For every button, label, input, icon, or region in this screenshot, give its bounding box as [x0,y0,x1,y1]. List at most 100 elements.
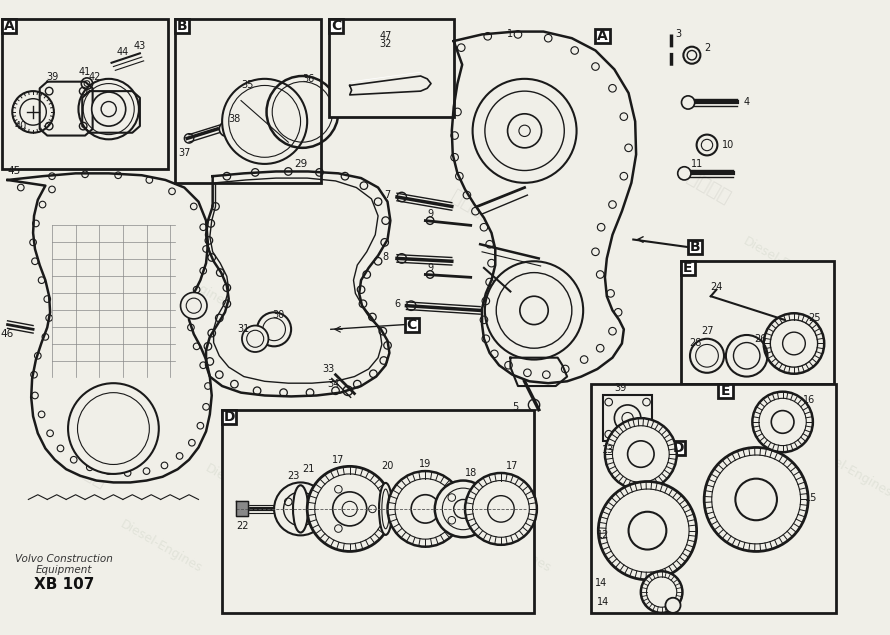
Text: 23: 23 [287,471,299,481]
Text: 27: 27 [700,326,713,336]
Text: 11: 11 [692,159,704,169]
Text: 39: 39 [614,383,627,393]
Text: Diesel-Engines: Diesel-Engines [807,443,890,500]
Circle shape [333,492,367,526]
Text: 紫发动力: 紫发动力 [542,328,592,368]
Polygon shape [40,82,93,135]
Text: 1: 1 [507,29,514,39]
Text: 39: 39 [46,72,58,82]
Text: C: C [407,318,417,332]
Text: C: C [331,20,341,34]
Circle shape [614,405,641,431]
Circle shape [488,496,514,522]
Text: 紫发动力: 紫发动力 [60,451,110,491]
Ellipse shape [293,485,308,533]
Text: Diesel-Engines: Diesel-Engines [117,518,204,575]
Text: E: E [683,262,692,276]
Text: 25: 25 [808,313,821,323]
Text: 9: 9 [427,209,433,219]
Bar [174,19,189,34]
Text: 16: 16 [803,395,815,405]
Circle shape [677,167,691,180]
Text: 13: 13 [602,445,614,455]
Text: 38: 38 [228,114,240,124]
Circle shape [682,96,695,109]
Circle shape [454,500,473,518]
Bar [222,410,534,613]
Circle shape [666,598,681,613]
Text: 20: 20 [381,462,393,471]
Circle shape [257,312,291,346]
Text: 41: 41 [79,67,91,77]
Text: 29: 29 [294,159,307,169]
Circle shape [387,471,463,547]
Bar [671,441,685,455]
Text: 28: 28 [690,338,702,349]
Bar [681,261,834,384]
Circle shape [704,448,808,551]
Text: 34: 34 [328,379,340,389]
Circle shape [222,79,307,164]
Circle shape [68,383,158,474]
Bar [595,29,610,43]
Text: 7: 7 [384,190,391,200]
Text: 19: 19 [419,458,432,469]
Circle shape [605,418,676,490]
Polygon shape [7,173,212,483]
Text: 10: 10 [722,140,734,150]
Circle shape [726,335,767,377]
Bar [688,239,702,254]
Circle shape [752,392,813,452]
Bar [405,318,418,332]
Bar [718,384,732,398]
Text: 43: 43 [134,41,146,51]
Text: 26: 26 [755,334,767,344]
Text: B: B [690,239,700,253]
Text: 2: 2 [704,43,710,53]
Circle shape [598,481,697,580]
Text: Diesel-Engines: Diesel-Engines [363,424,449,481]
Circle shape [697,135,717,156]
Text: 44: 44 [117,48,129,57]
Circle shape [735,479,777,520]
Text: D: D [223,410,235,424]
Circle shape [435,481,491,537]
Text: B: B [176,20,187,34]
Bar [2,19,168,169]
Circle shape [181,293,207,319]
Text: 31: 31 [238,324,250,334]
Text: 5: 5 [512,402,518,412]
Text: Diesel-Engines: Diesel-Engines [202,461,289,519]
Text: 12: 12 [597,530,610,540]
Text: A: A [597,29,608,43]
Circle shape [627,441,654,467]
Text: 33: 33 [323,364,335,374]
Text: Diesel-Engines: Diesel-Engines [741,234,828,292]
Bar [591,384,837,613]
Text: 45: 45 [7,166,20,175]
Circle shape [473,79,577,183]
Text: 36: 36 [302,74,314,84]
Circle shape [92,92,125,126]
Text: 紫发动力: 紫发动力 [239,139,290,179]
Text: 22: 22 [237,521,249,531]
Polygon shape [237,502,247,516]
Text: 30: 30 [272,310,285,320]
Text: 37: 37 [178,147,190,157]
Polygon shape [452,32,636,383]
Text: 紫发动力: 紫发动力 [145,394,195,434]
Bar [329,19,454,117]
Bar [681,261,695,276]
Text: Diesel-Engines: Diesel-Engines [467,518,554,575]
Circle shape [628,512,667,549]
Text: 14: 14 [597,596,609,606]
Text: 9: 9 [427,263,433,273]
Text: 紫发动力: 紫发动力 [88,187,139,227]
Text: 6: 6 [394,299,400,309]
Bar [222,410,237,424]
Text: Volvo Construction: Volvo Construction [15,554,113,564]
Text: 紫发动力: 紫发动力 [409,451,460,491]
Text: 4: 4 [744,97,749,107]
Text: Diesel-Engines: Diesel-Engines [297,206,384,264]
Text: 紫发动力: 紫发动力 [448,187,498,227]
